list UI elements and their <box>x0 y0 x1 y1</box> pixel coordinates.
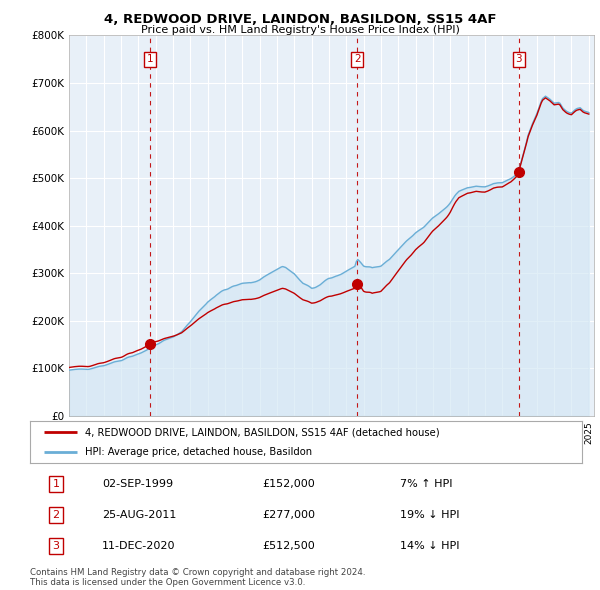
Text: Contains HM Land Registry data © Crown copyright and database right 2024.
This d: Contains HM Land Registry data © Crown c… <box>30 568 365 587</box>
Text: £277,000: £277,000 <box>262 510 315 520</box>
Text: 19% ↓ HPI: 19% ↓ HPI <box>400 510 460 520</box>
Text: 2: 2 <box>354 54 361 64</box>
Text: 1: 1 <box>52 478 59 489</box>
Text: 3: 3 <box>515 54 522 64</box>
Text: 02-SEP-1999: 02-SEP-1999 <box>102 478 173 489</box>
Text: 4, REDWOOD DRIVE, LAINDON, BASILDON, SS15 4AF: 4, REDWOOD DRIVE, LAINDON, BASILDON, SS1… <box>104 13 496 26</box>
Text: 4, REDWOOD DRIVE, LAINDON, BASILDON, SS15 4AF (detached house): 4, REDWOOD DRIVE, LAINDON, BASILDON, SS1… <box>85 427 440 437</box>
Text: HPI: Average price, detached house, Basildon: HPI: Average price, detached house, Basi… <box>85 447 313 457</box>
Text: 11-DEC-2020: 11-DEC-2020 <box>102 541 175 551</box>
Text: £512,500: £512,500 <box>262 541 314 551</box>
Text: 25-AUG-2011: 25-AUG-2011 <box>102 510 176 520</box>
Text: 1: 1 <box>146 54 153 64</box>
Text: Price paid vs. HM Land Registry's House Price Index (HPI): Price paid vs. HM Land Registry's House … <box>140 25 460 35</box>
Text: £152,000: £152,000 <box>262 478 314 489</box>
Text: 2: 2 <box>52 510 59 520</box>
Text: 7% ↑ HPI: 7% ↑ HPI <box>400 478 452 489</box>
Text: 14% ↓ HPI: 14% ↓ HPI <box>400 541 460 551</box>
Text: 3: 3 <box>52 541 59 551</box>
